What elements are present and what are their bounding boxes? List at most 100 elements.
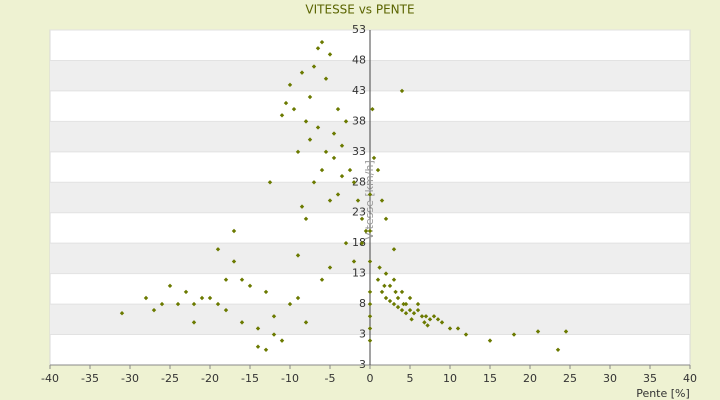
- x-tick-label: 15: [483, 372, 497, 385]
- point: [319, 277, 325, 282]
- point: [535, 329, 541, 334]
- point: [183, 289, 189, 295]
- point: [409, 317, 414, 322]
- point: [395, 295, 401, 301]
- point: [411, 311, 417, 316]
- y-tick-label: 28: [352, 175, 366, 188]
- point: [207, 295, 213, 301]
- point: [447, 326, 453, 331]
- point: [319, 167, 325, 173]
- point: [343, 240, 349, 246]
- point: [231, 259, 237, 264]
- point: [159, 301, 165, 307]
- y-tick-label: 3: [359, 328, 366, 341]
- point: [363, 228, 369, 234]
- point: [382, 283, 387, 289]
- point: [291, 106, 297, 112]
- y-tick-label: 43: [352, 84, 366, 97]
- point: [393, 289, 398, 295]
- x-tick-label: 0: [367, 372, 374, 385]
- point: [419, 314, 425, 319]
- point: [143, 295, 149, 301]
- point: [271, 332, 277, 337]
- y-tick-label: 38: [352, 114, 366, 127]
- point: [367, 326, 373, 331]
- point: [175, 301, 181, 307]
- x-tick-label: -15: [241, 372, 259, 385]
- point: [287, 301, 293, 307]
- point: [351, 259, 357, 264]
- point: [303, 119, 309, 124]
- point: [375, 277, 381, 282]
- x-tick-label: 30: [603, 372, 617, 385]
- point: [343, 119, 349, 124]
- point: [415, 307, 421, 313]
- point: [311, 180, 317, 185]
- point: [323, 76, 329, 81]
- point: [367, 259, 373, 264]
- point: [255, 326, 261, 331]
- point: [167, 283, 173, 289]
- point: [191, 301, 197, 307]
- point: [375, 167, 381, 173]
- point: [327, 52, 333, 57]
- point: [295, 295, 301, 301]
- point: [387, 283, 393, 289]
- point: [427, 317, 433, 322]
- point: [367, 289, 373, 295]
- point: [511, 332, 517, 337]
- point: [295, 253, 301, 258]
- point: [407, 295, 413, 301]
- point: [323, 149, 329, 155]
- y-tick-label: 48: [352, 53, 366, 66]
- point: [425, 323, 430, 328]
- y-axis-title: Vitesse [km/h]: [363, 160, 376, 240]
- point: [239, 320, 245, 325]
- point: [391, 247, 397, 252]
- point: [299, 70, 305, 75]
- point: [367, 192, 373, 197]
- point: [271, 314, 277, 319]
- point: [299, 204, 305, 209]
- point: [303, 320, 309, 325]
- point: [431, 314, 437, 319]
- point: [367, 314, 373, 319]
- point: [307, 137, 313, 142]
- point: [239, 277, 245, 282]
- point: [367, 301, 373, 307]
- point: [351, 180, 357, 185]
- point: [415, 301, 421, 307]
- point: [315, 125, 321, 130]
- point: [399, 289, 405, 295]
- point: [315, 46, 321, 51]
- point: [263, 289, 269, 295]
- point: [403, 301, 409, 307]
- x-tick-label: -10: [281, 372, 299, 385]
- point: [455, 326, 461, 331]
- point: [215, 247, 221, 252]
- point: [439, 320, 445, 325]
- point: [287, 82, 293, 88]
- point: [399, 88, 405, 94]
- point: [422, 320, 427, 325]
- x-tick-label: 25: [563, 372, 577, 385]
- point: [383, 271, 389, 276]
- point: [263, 347, 269, 352]
- point: [383, 295, 389, 301]
- point: [335, 192, 341, 197]
- y-tick-label: 53: [352, 23, 366, 36]
- point: [407, 307, 413, 313]
- x-tick-label: -30: [121, 372, 139, 385]
- y-tick-label: 33: [352, 145, 366, 158]
- point: [307, 94, 313, 100]
- point: [395, 304, 401, 310]
- point: [295, 149, 301, 155]
- point: [435, 317, 441, 322]
- point: [255, 344, 261, 349]
- x-tick-label: 5: [407, 372, 414, 385]
- point: [391, 277, 397, 282]
- point: [327, 265, 333, 270]
- point: [199, 295, 205, 301]
- point: [371, 155, 377, 161]
